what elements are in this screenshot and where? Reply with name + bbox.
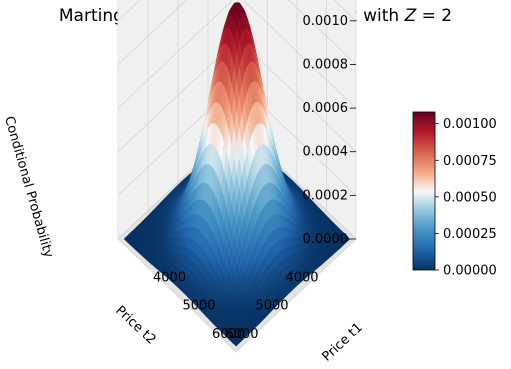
x-axis-label: Price t1 [319,320,365,365]
surface-facet [233,341,239,347]
grid-line [237,38,357,152]
y-axis-label: Price t2 [112,303,158,348]
colorbar-gradient [412,111,436,271]
z-axis-label: Conditional Probability [1,115,56,260]
colorbar-tick-label: 0.00025 [443,227,497,242]
grid-line [117,0,234,109]
z-tick-label: 0.0004 [303,145,349,160]
y-tick-label: 5000 [255,299,288,314]
colorbar-tick-label: 0.00000 [443,264,497,279]
colorbar-tick-label: 0.00100 [443,117,497,132]
grid-line [117,0,141,22]
z-tick-label: 0.0010 [303,14,349,29]
colorbar: 0.00000 0.00025 0.00050 0.00075 0.00100 [412,111,497,279]
colorbar-tick-label: 0.00075 [443,154,497,169]
z-tick-label: 0.0000 [303,232,349,247]
surface-plot [123,2,351,347]
z-tick-label: 0.0006 [303,101,349,116]
y-tick-label: 6000 [225,327,258,342]
x-tick-label: 5000 [182,299,215,314]
colorbar-tick-label: 0.00050 [443,190,497,205]
grid-line [288,0,357,65]
grid-line [117,0,187,65]
z-tick-label: 0.0008 [303,57,349,72]
grid-line [242,0,357,109]
x-tick-label: 4000 [153,270,186,285]
x-tick-label: 6000 [212,327,245,342]
z-tick-label: 0.0002 [303,188,349,203]
y-tick-label: 4000 [285,270,318,285]
grid-line [333,0,357,22]
